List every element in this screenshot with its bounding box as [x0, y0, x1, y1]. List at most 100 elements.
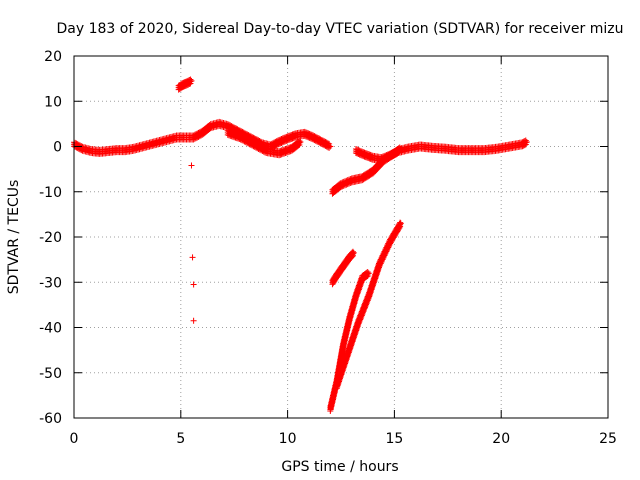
- series-main-band: [71, 118, 334, 157]
- data-point: [521, 142, 528, 149]
- data-point: [364, 298, 371, 305]
- data-point: [355, 320, 362, 327]
- data-point: [397, 223, 404, 230]
- data-point: [296, 141, 303, 148]
- data-point: [395, 149, 402, 156]
- data-point: [356, 317, 363, 324]
- data-point: [357, 316, 364, 323]
- x-tick-label: 15: [385, 431, 403, 447]
- x-tick-label: 5: [176, 431, 185, 447]
- data-point: [349, 253, 356, 260]
- y-tick-label: 10: [44, 94, 62, 110]
- data-point: [349, 252, 356, 259]
- data-point: [356, 319, 363, 326]
- data-point: [295, 142, 302, 149]
- data-point: [364, 297, 371, 304]
- data-point: [363, 301, 370, 308]
- data-point: [189, 254, 196, 261]
- data-point: [383, 248, 390, 255]
- data-point: [397, 220, 404, 227]
- x-axis-label: GPS time / hours: [281, 459, 398, 475]
- data-point: [376, 263, 383, 270]
- data-point: [377, 260, 384, 267]
- data-point: [381, 252, 388, 259]
- data-point: [365, 270, 372, 277]
- x-tick-label: 20: [492, 431, 510, 447]
- y-axis-label: SDTVAR / TECUs: [6, 180, 22, 295]
- data-point: [522, 141, 529, 148]
- data-point: [359, 309, 366, 316]
- data-point: [364, 272, 371, 279]
- data-point: [297, 138, 304, 145]
- x-tick-label: 0: [70, 431, 79, 447]
- data-point: [344, 181, 351, 188]
- data-point: [342, 182, 349, 189]
- x-tick-label: 10: [279, 431, 297, 447]
- y-tick-label: -10: [39, 185, 62, 201]
- data-point: [378, 259, 385, 266]
- data-point: [378, 257, 385, 264]
- data-point: [343, 181, 350, 188]
- data-point: [379, 256, 386, 263]
- data-point: [346, 180, 353, 187]
- series-dip-arc: [224, 127, 304, 159]
- series-steep-track-2: [333, 219, 404, 392]
- chart-title: Day 183 of 2020, Sidereal Day-to-day VTE…: [57, 21, 624, 37]
- y-tick-label: -60: [39, 411, 62, 427]
- data-point: [396, 224, 403, 231]
- data-point: [360, 308, 367, 315]
- y-tick-label: -30: [39, 275, 62, 291]
- data-point: [383, 247, 390, 254]
- series-isolated-points: [188, 162, 197, 324]
- data-point: [384, 245, 391, 252]
- data-point: [355, 321, 362, 328]
- data-point: [396, 148, 403, 155]
- data-point: [347, 180, 354, 187]
- data-point: [385, 244, 392, 251]
- data-point: [380, 253, 387, 260]
- data-point: [261, 149, 268, 156]
- data-point: [362, 302, 369, 309]
- y-tick-label: -40: [39, 321, 62, 337]
- y-tick-label: -20: [39, 230, 62, 246]
- series-steep-track-1: [327, 268, 372, 414]
- series-upper-cluster: [175, 76, 195, 93]
- data-point: [190, 281, 197, 288]
- data-point: [350, 249, 357, 256]
- data-point: [358, 313, 365, 320]
- data-point: [382, 249, 389, 256]
- data-point: [363, 300, 370, 307]
- data-point: [327, 143, 334, 150]
- series-rising-short: [329, 144, 404, 197]
- data-points: [71, 76, 530, 414]
- data-point: [187, 80, 194, 87]
- data-point: [326, 144, 333, 151]
- data-point: [340, 182, 347, 189]
- data-point: [380, 255, 387, 262]
- data-point: [338, 183, 344, 190]
- data-point: [523, 138, 530, 145]
- data-point: [186, 81, 193, 88]
- data-point: [357, 315, 364, 322]
- data-point: [365, 296, 372, 303]
- data-point: [190, 317, 197, 324]
- data-point: [362, 304, 369, 311]
- data-point: [386, 241, 393, 248]
- data-point: [339, 183, 346, 190]
- data-point: [358, 312, 365, 319]
- series-short-track: [329, 248, 357, 288]
- data-point: [188, 77, 195, 84]
- y-tick-label: 20: [44, 49, 62, 65]
- data-point: [78, 147, 85, 154]
- data-point: [188, 162, 195, 169]
- axis-ticks: 0 5 10 15 20 25 -60 -50 -40 -30 -20 -10 0 10 20: [39, 49, 617, 447]
- data-point: [359, 311, 366, 318]
- x-tick-label: 25: [599, 431, 617, 447]
- y-tick-label: -50: [39, 366, 62, 382]
- data-point: [360, 307, 367, 314]
- y-tick-label: 0: [53, 140, 62, 156]
- data-point: [363, 273, 370, 280]
- data-point: [382, 251, 389, 258]
- data-point: [361, 305, 368, 312]
